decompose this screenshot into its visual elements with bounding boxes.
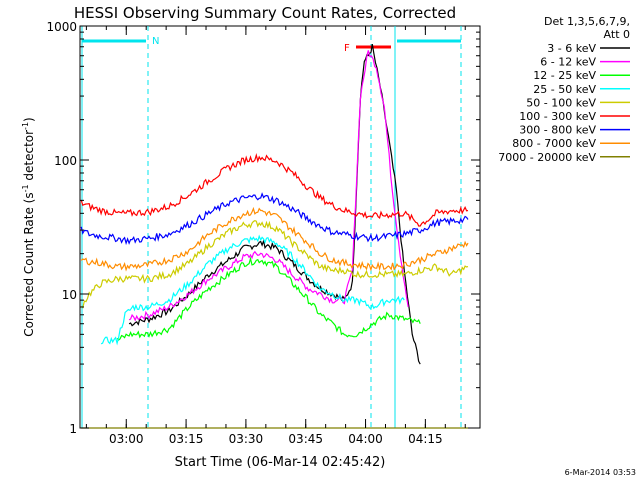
y-label-end: ) xyxy=(22,117,36,122)
legend-item-label: 6 - 12 keV xyxy=(540,56,596,69)
flare-label: F xyxy=(344,43,350,54)
series-layer xyxy=(80,44,469,429)
y-tick-label: 1000 xyxy=(46,20,77,34)
date-stamp: 6-Mar-2014 03:53 xyxy=(565,468,636,477)
x-tick-label: 03:00 xyxy=(109,432,144,446)
legend-item-label: 7000 - 20000 keV xyxy=(498,151,596,164)
legend-item-label: 3 - 6 keV xyxy=(547,42,596,55)
night-label: N xyxy=(152,36,159,47)
y-tick-label: 100 xyxy=(54,154,77,168)
series-line-4 xyxy=(80,220,469,309)
series-line-6 xyxy=(80,192,469,246)
x-tick-label: 04:15 xyxy=(408,432,443,446)
legend-item-label: 12 - 25 keV xyxy=(533,69,596,82)
legend-title-2: Att 0 xyxy=(604,28,630,41)
legend-title-1: Det 1,3,5,6,7,9, xyxy=(544,15,630,28)
x-tick-label: 03:30 xyxy=(229,432,264,446)
legend-item-label: 800 - 7000 keV xyxy=(512,137,596,150)
flare-marker: F xyxy=(344,43,391,54)
x-tick-label: 03:45 xyxy=(288,432,323,446)
legend-item-label: 25 - 50 keV xyxy=(533,83,596,96)
orbit-markers: N xyxy=(81,26,462,428)
series-line-7 xyxy=(80,206,469,272)
chart-title: HESSI Observing Summary Count Rates, Cor… xyxy=(74,4,456,22)
x-tick-label: 04:00 xyxy=(348,432,383,446)
y-axis-label: Corrected Count Rate (s-1 detector-1) xyxy=(21,117,36,336)
y-label-sup2: -1 xyxy=(21,122,30,130)
x-axis-label: Start Time (06-Mar-14 02:45:42) xyxy=(175,455,386,470)
y-label-mid: detector xyxy=(22,130,36,185)
x-axis: 03:00 03:15 03:30 03:45 04:00 04:15 xyxy=(85,26,466,446)
y-label-main: Corrected Count Rate (s xyxy=(22,192,36,336)
y-axis: 1 10 100 1000 xyxy=(46,20,480,436)
legend-item-label: 100 - 300 keV xyxy=(519,110,596,123)
legend-item-label: 300 - 800 keV xyxy=(519,124,596,137)
series-line-5 xyxy=(80,152,469,227)
x-tick-label: 03:15 xyxy=(169,432,204,446)
series-line-1 xyxy=(128,50,409,322)
y-tick-label: 1 xyxy=(69,422,77,436)
series-line-3 xyxy=(100,234,405,346)
series-line-2 xyxy=(116,256,421,341)
legend-item-label: 50 - 100 keV xyxy=(526,96,596,109)
y-tick-label: 10 xyxy=(62,288,77,302)
y-label-sup1: -1 xyxy=(21,184,30,192)
